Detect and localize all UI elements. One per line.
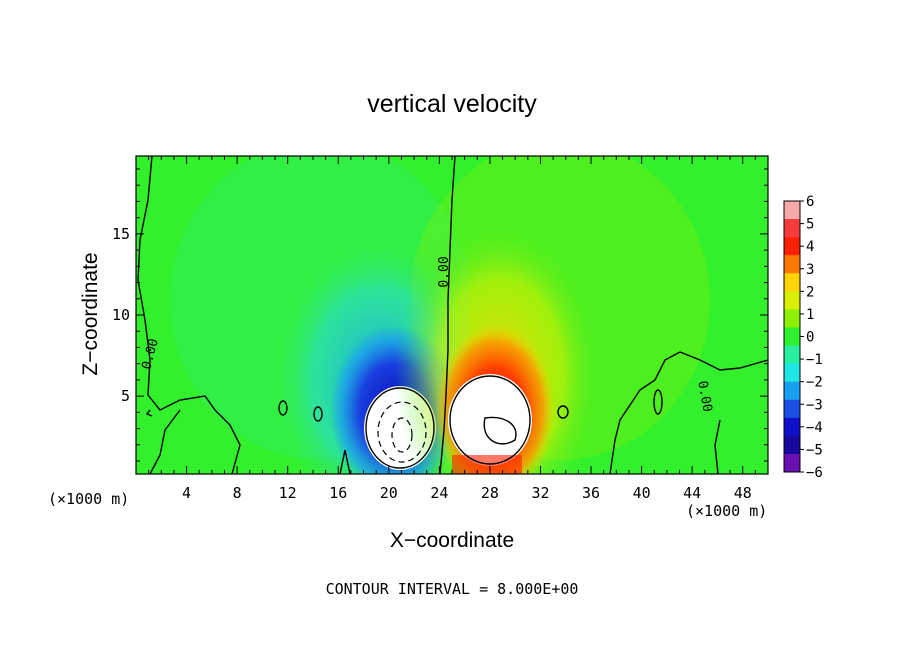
x-tick-label: 44 (683, 484, 701, 502)
x-tick-label: 4 (182, 484, 191, 502)
x-unit-left: (×1000 m) (48, 490, 129, 508)
updraft-saturated (448, 374, 532, 466)
colorbar-swatch (784, 435, 800, 455)
y-axis: 5 10 15 (112, 168, 768, 462)
colorbar-swatch (784, 417, 800, 437)
colorbar-tick-label: −6 (806, 465, 823, 481)
colorbar-swatch (784, 219, 800, 238)
y-tick-label: 15 (112, 225, 130, 243)
colorbar-tick-label: −1 (806, 352, 823, 368)
plot-area: 0.00 0.00 0.00 (136, 156, 768, 474)
colorbar-swatch (784, 291, 800, 310)
colorbar-tick-label: −3 (806, 397, 823, 413)
colorbar-tick-label: 5 (806, 217, 814, 233)
x-tick-label: 24 (430, 484, 448, 502)
contour-interval-footer: CONTOUR INTERVAL = 8.000E+00 (326, 580, 579, 598)
x-tick-label: 40 (633, 484, 651, 502)
x-tick-label: 28 (481, 484, 499, 502)
colorbar-tick-label: 3 (806, 262, 814, 278)
colorbar-tick-label: −5 (806, 442, 823, 458)
colorbar-swatch (784, 201, 800, 220)
y-tick-label: 5 (121, 387, 130, 405)
colorbar-swatch (784, 363, 800, 383)
colorbar-tick-label: −4 (806, 420, 823, 436)
x-tick-label: 8 (233, 484, 242, 502)
y-tick-label: 10 (112, 306, 130, 324)
x-tick-label: 16 (329, 484, 347, 502)
contour-lines (137, 156, 768, 474)
colorbar-swatch (784, 453, 800, 473)
colorbar-swatch (784, 399, 800, 419)
colorbar-tick-label: 2 (806, 284, 814, 300)
colorbar-tick-label: 4 (806, 239, 814, 255)
x-axis: 4 8 12 16 20 24 28 32 36 40 44 48 (148, 156, 756, 502)
colorbar-tick-label: 0 (806, 330, 814, 346)
contour-label-right: 0.00 (694, 380, 714, 413)
colorbar-swatch (784, 273, 800, 292)
x-unit-right: (×1000 m) (686, 502, 767, 520)
x-tick-label: 32 (531, 484, 549, 502)
contour-label-center: 0.00 (437, 256, 452, 287)
x-tick-label: 20 (380, 484, 398, 502)
chart-title: vertical velocity (367, 90, 537, 118)
colorbar-swatch (784, 309, 800, 328)
colorbar-swatch (784, 237, 800, 256)
y-axis-label: Z−coordinate (79, 252, 102, 375)
x-tick-label: 12 (279, 484, 297, 502)
colorbar: 6 5 4 3 2 1 0 −1 −2 −3 −4 −5 −6 (783, 194, 823, 481)
x-tick-label: 48 (734, 484, 752, 502)
contour-lines-dashed (377, 401, 427, 463)
colorbar-tick-label: 1 (806, 307, 814, 323)
colorbar-tick-label: 6 (806, 194, 814, 210)
colorbar-swatch (784, 327, 800, 347)
x-tick-label: 36 (582, 484, 600, 502)
colorbar-swatch (784, 381, 800, 401)
x-axis-label: X−coordinate (390, 529, 514, 552)
colorbar-tick-label: −2 (806, 375, 823, 391)
colorbar-swatch (784, 345, 800, 365)
colorbar-swatch (784, 255, 800, 274)
